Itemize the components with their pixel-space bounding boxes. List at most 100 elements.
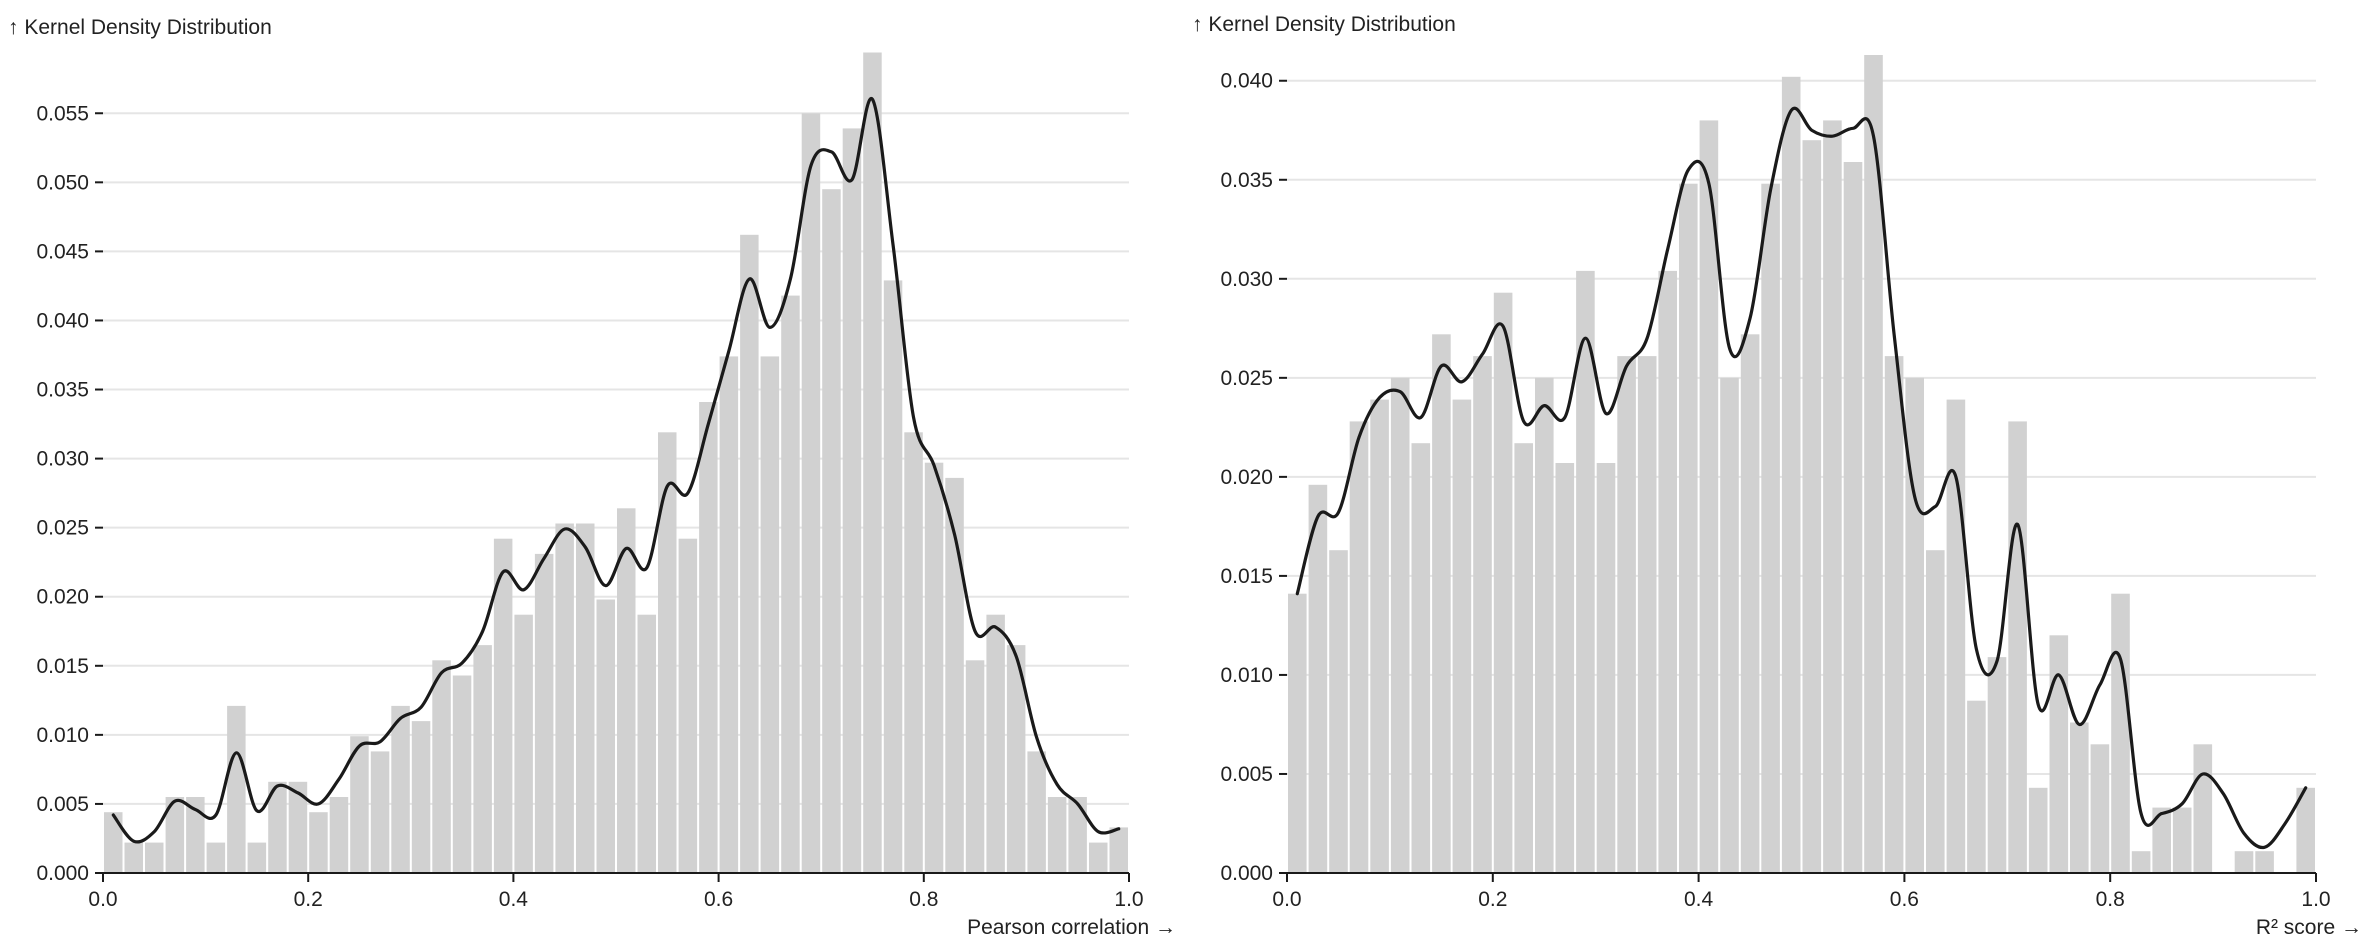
histogram-bar [883,280,903,873]
y-tick-label: 0.040 [1220,70,1273,93]
histogram-bar [1027,751,1046,873]
histogram-bar [2070,722,2089,873]
y-tick-label: 0.015 [1220,565,1273,588]
histogram-bar [1699,120,1719,873]
histogram-bar [965,660,985,873]
histogram-bar [781,295,800,874]
histogram-bar [2090,744,2110,873]
histogram-bar [1967,700,1986,873]
histogram-bar [2049,635,2069,873]
x-axis-title: Pearson correlation → [967,916,1176,939]
histogram-bar [1109,827,1128,873]
y-tick-label: 0.030 [36,448,89,471]
histogram-bar [1329,550,1348,873]
histogram-bar [863,52,882,873]
histogram-bar [801,113,821,874]
histogram-bar [1006,645,1026,873]
histogram-bar [1905,377,1924,873]
x-tick-label: 1.0 [1114,888,1143,911]
histogram-bar [165,797,185,873]
histogram-bar [945,477,964,873]
x-tick-label: 0.6 [704,888,733,911]
x-tick-label: 0.8 [909,888,938,911]
histogram-bar [514,614,533,873]
y-tick-label: 0.030 [1220,268,1273,291]
histogram-bar [596,599,615,873]
histogram-bar [370,751,390,873]
x-tick-label: 0.2 [1478,888,1507,911]
histogram-bar [452,675,472,873]
histogram-bar [1576,270,1595,873]
histogram-bar [842,128,862,873]
histogram-bar [658,432,677,873]
histogram-bar [288,781,308,873]
histogram-bar [1596,463,1616,873]
histogram-bar [1555,463,1575,873]
histogram-bar [1089,842,1108,873]
x-axis-title: R² score → [2256,916,2362,939]
y-tick-label: 0.015 [36,655,89,678]
histogram-bar [1740,334,1760,873]
histogram-bar [1068,797,1087,873]
y-tick-label: 0.020 [36,586,89,609]
y-tick-label: 0.010 [1220,664,1273,687]
histogram-bar [1349,421,1369,873]
histogram-bar [1047,797,1067,873]
x-tick-label: 0.2 [294,888,323,911]
histogram-bar [2131,851,2151,873]
histogram-bar [2008,421,2027,873]
histogram-bar [145,842,164,873]
histogram-bar [1843,162,1863,873]
y-tick-label: 0.005 [36,793,89,816]
x-tick-label: 0.0 [1272,888,1301,911]
x-tick-label: 0.6 [1890,888,1919,911]
x-tick-label: 1.0 [2301,888,2330,911]
histogram-bar [1370,399,1389,873]
histogram-bar [1823,120,1842,873]
histogram-bar [247,842,267,873]
histogram-bar [2255,851,2274,873]
histogram-bar [1658,270,1677,873]
histogram-bar [329,797,349,873]
y-tick-label: 0.055 [36,102,89,125]
y-tick-label: 0.000 [36,862,89,885]
histogram-bar [1802,140,1822,873]
histogram-bar [740,234,759,874]
histogram-bar [350,736,369,873]
histogram-bar [2111,593,2130,873]
x-tick-label: 0.4 [499,888,529,911]
y-tick-label: 0.050 [36,171,89,194]
histogram-bar [719,356,739,873]
histogram-bar [309,812,328,873]
y-tick-label: 0.010 [36,724,89,747]
y-tick-label: 0.025 [1220,367,1273,390]
histogram-bar [227,705,246,873]
kde-curve [1295,106,2308,850]
axes: 0.000 0.005 0.010 0.015 0.020 0.025 0.030 0.035… [36,102,1143,911]
x-tick-label: 0.4 [1684,888,1714,911]
axes: 0.000 0.005 0.010 0.015 0.020 0.025 0.030 0.035… [1220,70,2330,911]
histogram-bar [2234,851,2254,873]
y-tick-label: 0.000 [1220,862,1273,885]
histogram-bar [822,189,841,873]
pearson-density-chart: 0.000 0.005 0.010 0.015 0.020 0.025 0.030 0.035… [0,0,1186,950]
pearson-chart-svg: 0.000 0.005 0.010 0.015 0.020 0.025 0.030 0.035… [8,16,1176,939]
histogram-bar [1493,292,1513,873]
histogram-bar [1987,657,2007,873]
histogram-bar [124,842,143,873]
histogram-bar [104,812,123,873]
histogram-bar [1411,443,1431,873]
histogram-bar [1679,183,1698,873]
histogram-bar [760,356,780,873]
y-tick-label: 0.035 [1220,169,1273,192]
histogram-bars [104,52,1128,874]
histogram-bar [268,781,287,873]
histogram-bar [2172,807,2192,873]
histogram-bar [2152,807,2171,873]
histogram-bar [1720,377,1739,873]
histogram-bar [617,508,636,873]
histogram-bar [904,432,923,873]
y-tick-label: 0.005 [1220,763,1273,786]
histogram-bar [1864,55,1883,873]
